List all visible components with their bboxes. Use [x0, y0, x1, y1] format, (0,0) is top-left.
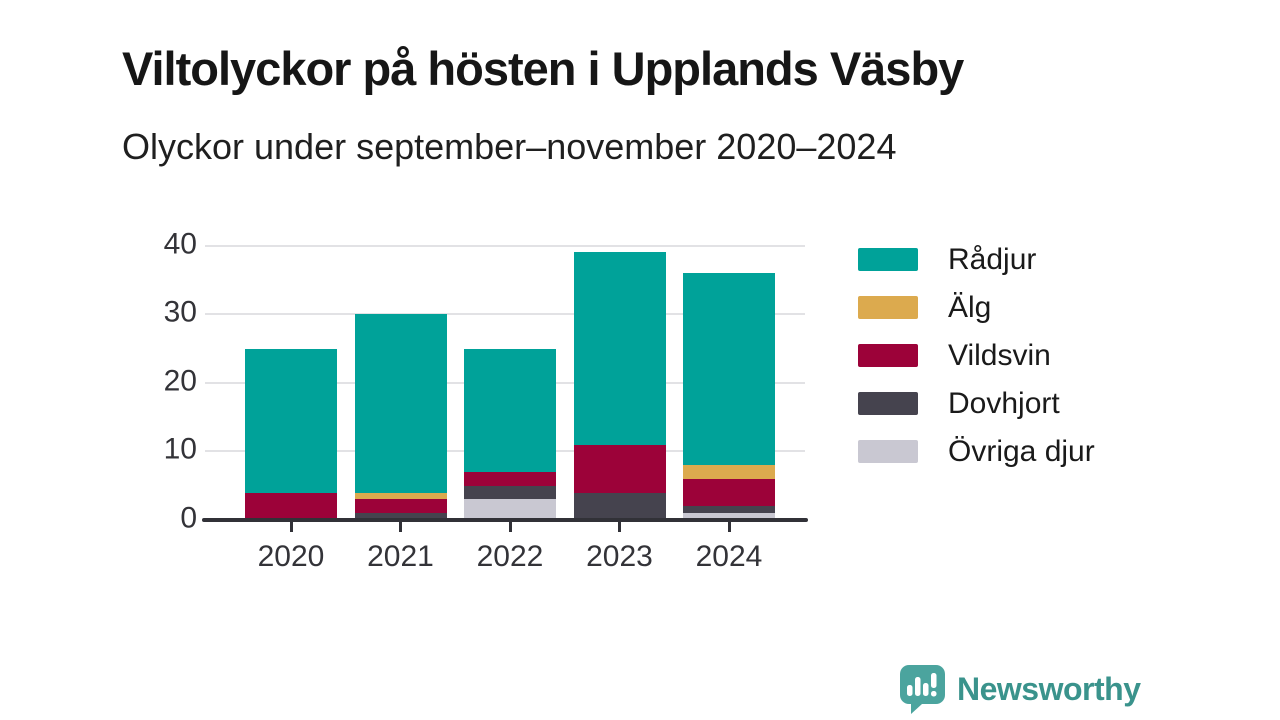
legend-label-Övriga djur: Övriga djur [948, 434, 1095, 468]
legend-label-Rådjur: Rådjur [948, 242, 1037, 276]
bar-2022-Rådjur [464, 348, 556, 472]
x-axis-label-2021: 2021 [367, 540, 434, 573]
legend-item-Dovhjort: Dovhjort [858, 388, 1095, 418]
x-tick-2023 [618, 522, 621, 532]
x-axis-label-2023: 2023 [586, 540, 653, 573]
legend-label-Dovhjort: Dovhjort [948, 386, 1060, 420]
bar-2023-Dovhjort [573, 492, 666, 520]
newsworthy-logo-icon [900, 665, 945, 714]
x-tick-2022 [508, 522, 512, 532]
x-axis-label-2022: 2022 [476, 540, 544, 573]
chart-subtitle: Olyckor under september–november 2020–20… [122, 126, 897, 167]
bar-2024-Rådjur [683, 273, 775, 466]
bar-2020-Vildsvin [245, 492, 337, 520]
legend-swatch-Älg [858, 296, 918, 319]
legend-item-Vildsvin: Vildsvin [858, 340, 1095, 370]
newsworthy-logo: Newsworthy [898, 664, 1141, 714]
bar-2024-Övriga djur [683, 513, 775, 520]
bar-2022-Övriga djur [464, 499, 556, 520]
y-axis-label-20: 20 [163, 364, 197, 398]
legend-swatch-Rådjur [858, 248, 918, 271]
page-title: Viltolyckor på hösten i Upplands Väsby [122, 42, 964, 96]
chart-legend: Rådjur Älg Vildsvin Dovhjort Övriga djur [858, 244, 1095, 488]
y-axis-label-30: 30 [163, 295, 197, 329]
legend-item-Övriga djur: Övriga djur [858, 436, 1095, 466]
x-tick-2024 [727, 522, 731, 532]
x-axis-label-2020: 2020 [257, 540, 325, 573]
bar-2021-Dovhjort [354, 513, 447, 520]
legend-item-Älg: Älg [858, 292, 1095, 322]
bar-2024-Dovhjort [683, 506, 775, 514]
bar-2021-Älg [354, 492, 447, 500]
bar-2024-Älg [683, 465, 775, 479]
bar-2021-Rådjur [354, 314, 447, 493]
y-axis-label-10: 10 [163, 433, 197, 467]
y-axis-label-40: 40 [163, 227, 197, 261]
legend-swatch-Dovhjort [858, 392, 918, 415]
bar-2024-Vildsvin [683, 478, 775, 507]
legend-item-Rådjur: Rådjur [858, 244, 1095, 274]
newsworthy-logo-text: Newsworthy [957, 670, 1141, 707]
legend-swatch-Vildsvin [858, 344, 918, 367]
y-axis-label-0: 0 [180, 501, 197, 535]
bar-2020-Rådjur [245, 348, 337, 493]
gridline-40 [205, 244, 805, 247]
gridline-30 [205, 313, 805, 316]
legend-label-Älg: Älg [948, 290, 992, 324]
legend-swatch-Övriga djur [858, 440, 918, 463]
x-tick-2021 [399, 522, 402, 532]
legend-label-Vildsvin: Vildsvin [948, 338, 1051, 372]
bar-2021-Vildsvin [354, 499, 447, 514]
x-axis-label-2024: 2024 [695, 540, 763, 573]
bar-2022-Dovhjort [464, 485, 556, 500]
x-tick-2020 [289, 522, 293, 532]
bar-2022-Vildsvin [464, 471, 556, 486]
bar-2023-Vildsvin [573, 444, 666, 493]
axis-baseline [202, 518, 808, 522]
bar-2023-Rådjur [573, 252, 666, 445]
